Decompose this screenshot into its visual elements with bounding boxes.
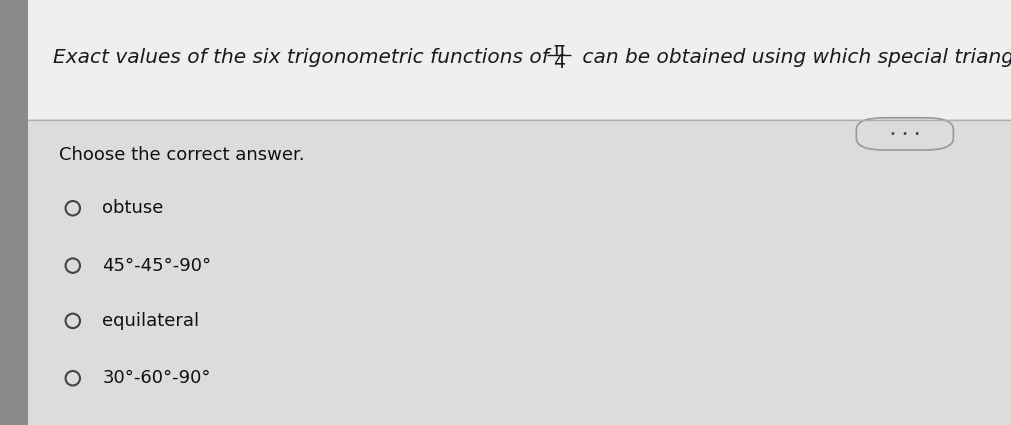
Text: equilateral: equilateral (102, 312, 199, 330)
Text: obtuse: obtuse (102, 199, 164, 217)
Text: 30°-60°-90°: 30°-60°-90° (102, 369, 210, 387)
Text: •  •  •: • • • (890, 129, 920, 139)
Text: can be obtained using which special triangle?: can be obtained using which special tria… (576, 48, 1011, 67)
Bar (0, 0, 28, 425)
Text: 45°-45°-90°: 45°-45°-90° (102, 257, 211, 275)
Text: Exact values of the six trigonometric functions of: Exact values of the six trigonometric fu… (53, 48, 555, 67)
Text: Choose the correct answer.: Choose the correct answer. (59, 146, 304, 164)
Bar (28, 0, 1011, 119)
Text: 4: 4 (553, 53, 565, 72)
Text: π: π (553, 41, 564, 60)
Bar (28, 119, 1011, 425)
FancyBboxPatch shape (856, 118, 953, 150)
